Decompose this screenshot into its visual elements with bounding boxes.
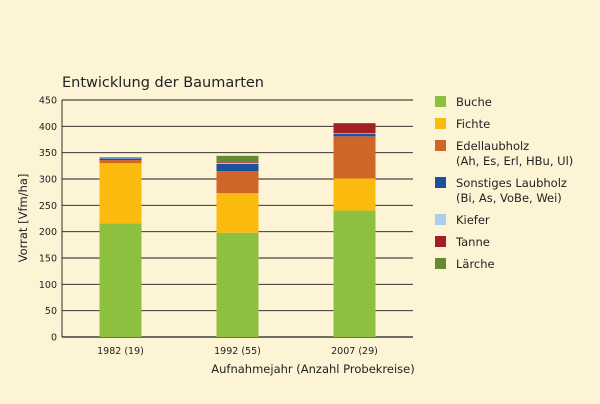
- bar-2-series-5: [333, 123, 376, 134]
- bar-2-series-0: [333, 210, 376, 337]
- legend-label-2-1: (Ah, Es, Erl, HBu, Ul): [456, 154, 573, 168]
- x-tick-0: 1982 (19): [97, 346, 144, 357]
- bar-1-series-1: [216, 193, 259, 233]
- bar-2-series-1: [333, 178, 376, 211]
- y-tick-50: 50: [45, 306, 57, 317]
- bar-0-series-2: [99, 160, 142, 164]
- y-tick-300: 300: [39, 175, 57, 186]
- legend-swatch-2: [435, 140, 446, 151]
- legend-label-2-0: Edellaubholz: [456, 139, 529, 153]
- bar-2-series-4: [333, 133, 376, 134]
- bar-0-series-3: [99, 158, 142, 161]
- y-axis-label: Vorrat [Vfm/ha]: [16, 174, 30, 263]
- x-tick-1: 1992 (55): [214, 346, 261, 357]
- y-tick-450: 450: [39, 96, 57, 107]
- legend-label-6-0: Lärche: [456, 257, 495, 271]
- y-tick-labels: 0 50 100 150 200 250 300 350 400 450: [39, 96, 57, 344]
- bar-0-series-0: [99, 223, 142, 337]
- legend-label-0-0: Buche: [456, 95, 492, 109]
- y-tick-0: 0: [51, 333, 57, 344]
- legend-label-4-0: Kiefer: [456, 213, 490, 227]
- bars: [99, 123, 376, 337]
- legend-swatch-5: [435, 236, 446, 247]
- y-tick-250: 250: [39, 201, 57, 212]
- legend: Buche Fichte Edellaubholz(Ah, Es, Erl, HBu…: [435, 95, 573, 271]
- bar-2-series-2: [333, 136, 376, 179]
- x-axis-label: Aufnahmejahr (Anzahl Probekreise): [211, 362, 414, 376]
- bar-1-series-3: [216, 163, 259, 172]
- y-tick-150: 150: [39, 254, 57, 265]
- legend-swatch-3: [435, 177, 446, 188]
- legend-label-1-0: Fichte: [456, 117, 490, 131]
- chart-title: Entwicklung der Baumarten: [62, 75, 264, 91]
- legend-label-3-0: Sonstiges Laubholz: [456, 176, 567, 190]
- bar-1-series-5: [216, 161, 259, 163]
- legend-label-5-0: Tanne: [455, 235, 490, 249]
- legend-swatch-0: [435, 96, 446, 107]
- legend-swatch-4: [435, 214, 446, 225]
- y-tick-400: 400: [39, 122, 57, 133]
- y-tick-100: 100: [39, 280, 57, 291]
- x-tick-2: 2007 (29): [331, 346, 378, 357]
- legend-swatch-1: [435, 118, 446, 129]
- y-tick-350: 350: [39, 148, 57, 159]
- legend-label-3-1: (Bi, As, VoBe, Wei): [456, 191, 562, 205]
- bar-1-series-2: [216, 171, 259, 194]
- bar-0-series-5: [99, 157, 142, 158]
- x-tick-labels: 1982 (19) 1992 (55) 2007 (29): [97, 346, 378, 357]
- bar-1-series-6: [216, 155, 259, 162]
- legend-swatch-6: [435, 258, 446, 269]
- bar-1-series-4: [216, 162, 259, 164]
- y-tick-200: 200: [39, 227, 57, 238]
- bar-2-series-3: [333, 133, 376, 137]
- bar-1-series-0: [216, 232, 259, 337]
- bar-0-series-1: [99, 163, 142, 224]
- bar-0-series-4: [99, 157, 142, 159]
